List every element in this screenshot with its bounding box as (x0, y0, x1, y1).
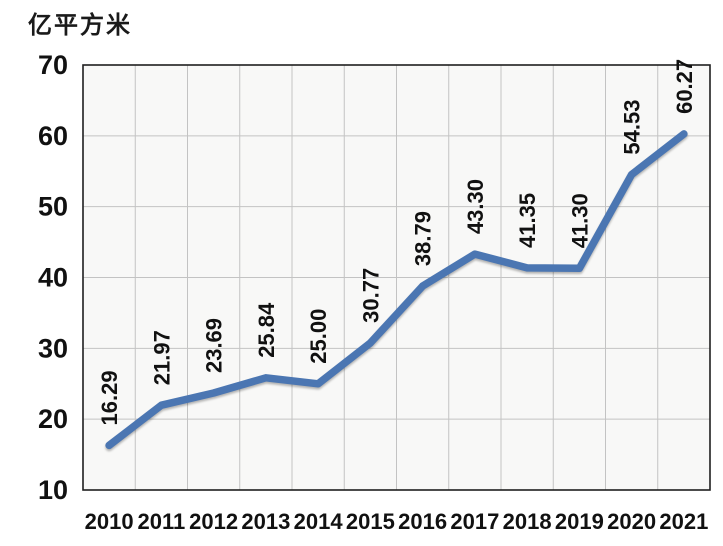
data-label: 23.69 (202, 318, 227, 373)
x-tick-label: 2011 (138, 509, 186, 534)
x-tick-label: 2017 (450, 509, 499, 534)
x-tick-label: 2010 (85, 509, 134, 534)
data-label: 41.35 (515, 193, 540, 248)
x-tick-label: 2016 (398, 509, 447, 534)
data-label: 16.29 (97, 370, 122, 425)
data-label: 30.77 (358, 268, 383, 323)
x-tick-label: 2018 (503, 509, 552, 534)
chart-title: 亿平方米 (28, 12, 132, 39)
data-label: 41.30 (567, 193, 592, 248)
x-tick-label: 2014 (294, 509, 344, 534)
data-label: 38.79 (411, 211, 436, 266)
y-tick-label: 40 (38, 263, 68, 293)
x-tick-label: 2012 (189, 509, 238, 534)
series-line (105, 130, 688, 450)
y-tick-label: 30 (38, 333, 68, 363)
data-label: 54.53 (620, 100, 645, 155)
y-tick-label: 70 (38, 50, 68, 80)
data-label: 21.97 (149, 330, 174, 385)
y-tick-label: 20 (38, 404, 68, 434)
x-tick-label: 2020 (607, 509, 656, 534)
x-tick-label: 2021 (659, 509, 708, 534)
data-label: 43.30 (463, 179, 488, 234)
y-tick-label: 50 (38, 192, 68, 222)
y-tick-label: 10 (38, 475, 68, 505)
data-label: 25.84 (254, 302, 279, 358)
x-tick-label: 2015 (346, 509, 395, 534)
x-tick-label: 2019 (555, 509, 604, 534)
plot-border (82, 64, 711, 491)
data-label: 25.00 (306, 309, 331, 364)
x-tick-label: 2013 (241, 509, 290, 534)
y-tick-label: 60 (38, 121, 68, 151)
data-label: 60.27 (672, 59, 697, 114)
